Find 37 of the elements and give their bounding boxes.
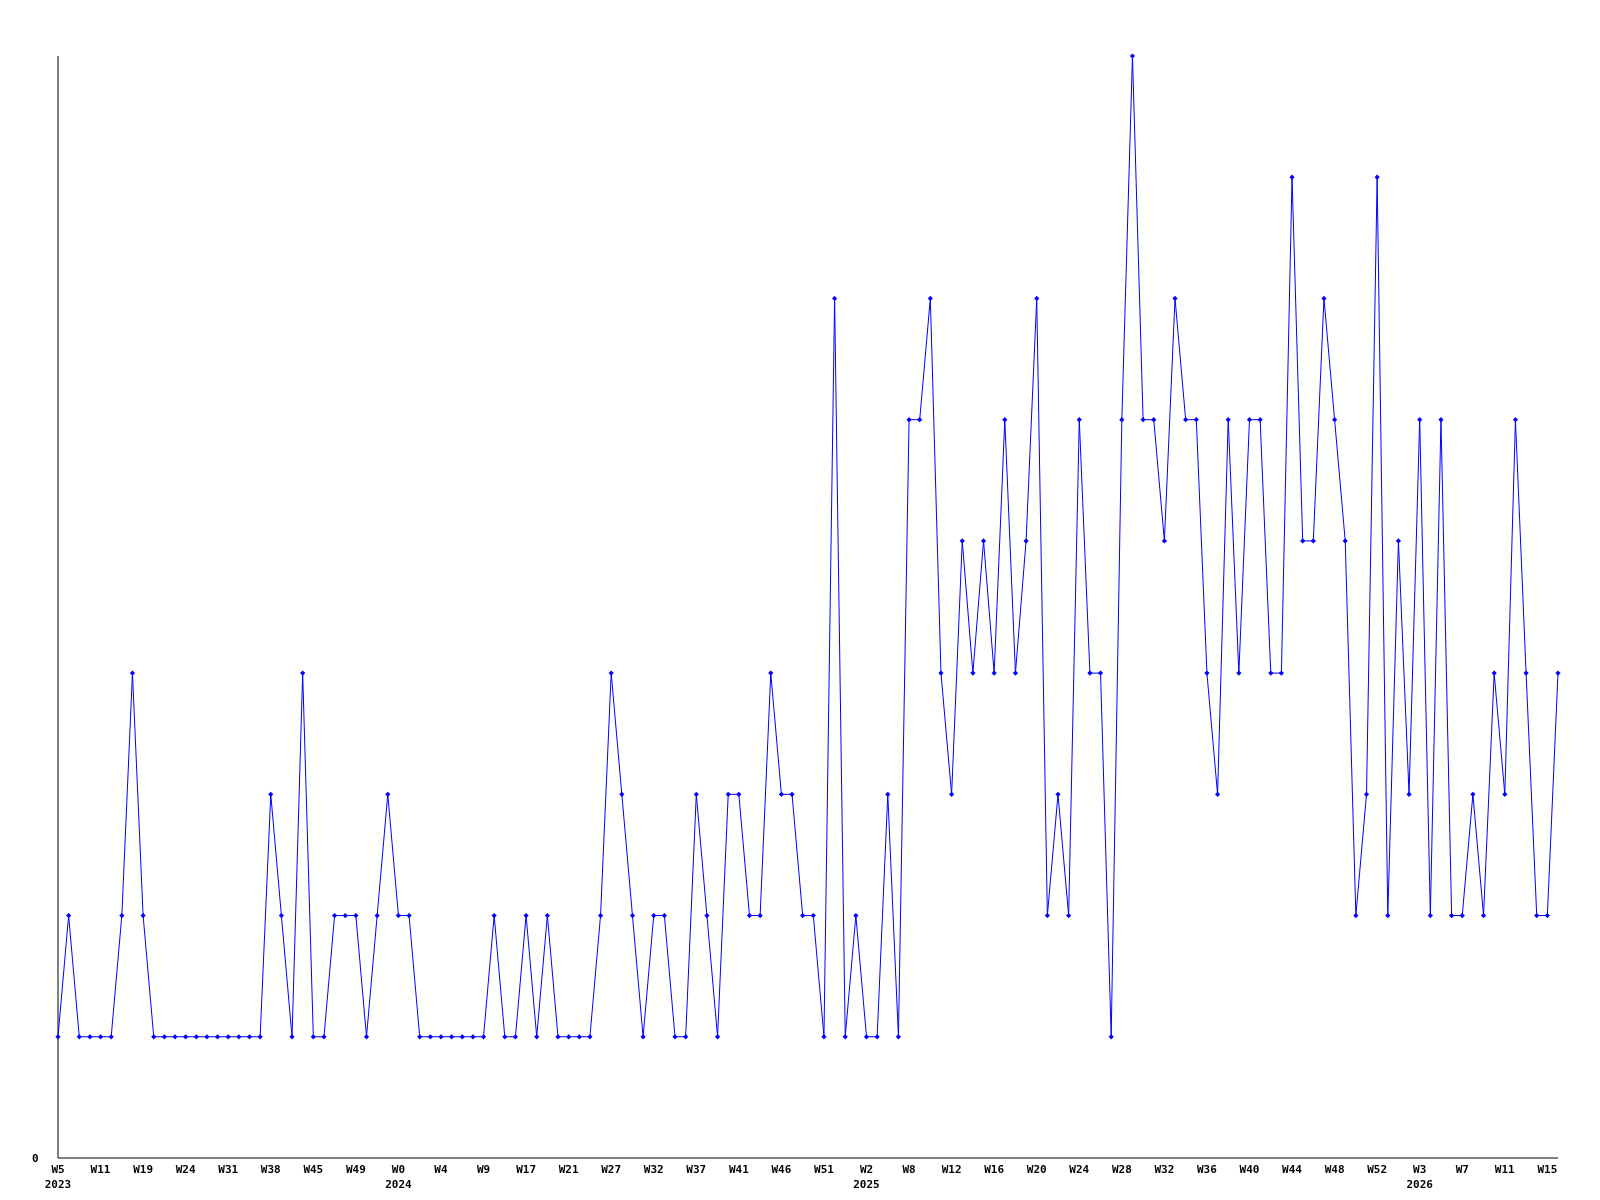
x-tick-label: W24	[1069, 1163, 1090, 1176]
x-tick-label: W4	[434, 1163, 448, 1176]
x-tick-label: W51	[814, 1163, 835, 1176]
x-tick-label: W46	[771, 1163, 792, 1176]
x-tick-label: W27	[601, 1163, 622, 1176]
x-tick-label: W37	[686, 1163, 707, 1176]
x-tick-label: W20	[1026, 1163, 1047, 1176]
x-tick-label: W38	[260, 1163, 281, 1176]
x-tick-label: W36	[1197, 1163, 1218, 1176]
text: 0	[32, 1152, 39, 1165]
x-tick-label: W52	[1367, 1163, 1388, 1176]
x-tick-label: W5 2023	[44, 1163, 72, 1191]
x-tick-label: W40	[1239, 1163, 1260, 1176]
x-tick-label: W49	[345, 1163, 366, 1176]
x-tick-label: W8	[902, 1163, 916, 1176]
x-tick-label: W48	[1324, 1163, 1345, 1176]
x-tick-label: W21	[558, 1163, 579, 1176]
x-tick-label: W31	[218, 1163, 239, 1176]
x-tick-label: W11	[1494, 1163, 1516, 1176]
x-tick-label: W0 2024	[385, 1163, 413, 1191]
x-tick-label: W2 2025	[853, 1163, 880, 1191]
x-tick-label: W11	[90, 1163, 111, 1176]
x-tick-label: W28	[1111, 1163, 1132, 1176]
x-tick-label: W15	[1537, 1163, 1558, 1176]
x-tick-label: W24	[175, 1163, 196, 1176]
x-tick-label: W7	[1455, 1163, 1469, 1176]
x-tick-label: W41	[728, 1163, 750, 1176]
x-tick-label: W32	[1154, 1163, 1175, 1176]
x-tick-label: W32	[643, 1163, 664, 1176]
x-tick-label: W17	[516, 1163, 537, 1176]
x-tick-label: W44	[1282, 1163, 1303, 1176]
x-tick-label: W9	[476, 1163, 491, 1176]
x-tick-label: W45	[303, 1163, 324, 1176]
x-tick-label: W12	[941, 1163, 962, 1176]
x-tick-label: W16	[984, 1163, 1005, 1176]
x-tick-label: W3 2026	[1406, 1163, 1434, 1191]
x-tick-label: W19	[133, 1163, 154, 1176]
